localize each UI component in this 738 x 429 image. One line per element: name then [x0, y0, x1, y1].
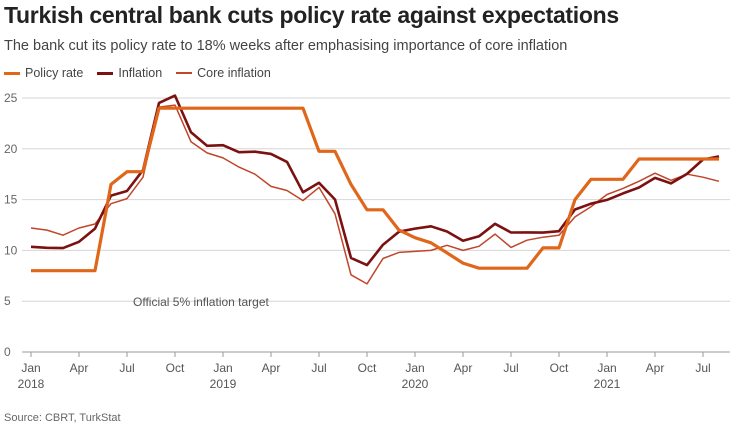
x-tick-label: Jan	[597, 361, 616, 375]
y-tick-label: 15	[4, 193, 18, 207]
x-tick-label: Apr	[70, 361, 89, 375]
chart-title: Turkish central bank cuts policy rate ag…	[4, 2, 619, 28]
legend-swatch-core-inflation	[176, 72, 193, 74]
x-tick-label: Jan	[21, 361, 40, 375]
y-tick-label: 25	[4, 91, 18, 105]
x-tick-label: Apr	[262, 361, 281, 375]
x-tick-year: 2021	[594, 377, 621, 391]
x-tick-label: Oct	[550, 361, 569, 375]
x-tick-year: 2019	[210, 377, 237, 391]
x-tick-label: Jul	[311, 361, 326, 375]
legend-item-policy-rate: Policy rate	[4, 66, 83, 80]
x-tick-year: 2020	[402, 377, 429, 391]
legend-label-core-inflation: Core inflation	[197, 66, 271, 80]
x-tick-label: Jul	[119, 361, 134, 375]
x-tick-label: Jul	[695, 361, 710, 375]
annotation-inflation-target: Official 5% inflation target	[133, 295, 270, 309]
source-note: Source: CBRT, TurkStat	[4, 412, 121, 424]
series-line-core-inflation	[30, 104, 720, 285]
y-tick-label: 5	[4, 294, 11, 308]
legend-item-core-inflation: Core inflation	[176, 66, 271, 80]
legend: Policy rate Inflation Core inflation	[4, 66, 271, 80]
x-tick-label: Jan	[213, 361, 232, 375]
x-tick-label: Jul	[503, 361, 518, 375]
legend-label-inflation: Inflation	[118, 66, 163, 80]
series-line-policy-rate	[31, 106, 719, 273]
chart-subtitle: The bank cut its policy rate to 18% week…	[4, 38, 568, 54]
legend-swatch-policy-rate	[4, 71, 20, 75]
y-tick-label: 0	[4, 345, 11, 359]
x-tick-label: Oct	[358, 361, 377, 375]
x-tick-label: Apr	[454, 361, 473, 375]
legend-label-policy-rate: Policy rate	[25, 66, 84, 80]
y-tick-label: 20	[4, 142, 18, 156]
x-tick-label: Apr	[646, 361, 665, 375]
y-tick-label: 10	[4, 243, 18, 257]
legend-swatch-inflation	[97, 71, 114, 75]
x-tick-label: Jan	[405, 361, 424, 375]
x-tick-label: Oct	[166, 361, 185, 375]
x-tick-year: 2018	[18, 377, 45, 391]
legend-item-inflation: Inflation	[97, 66, 162, 80]
